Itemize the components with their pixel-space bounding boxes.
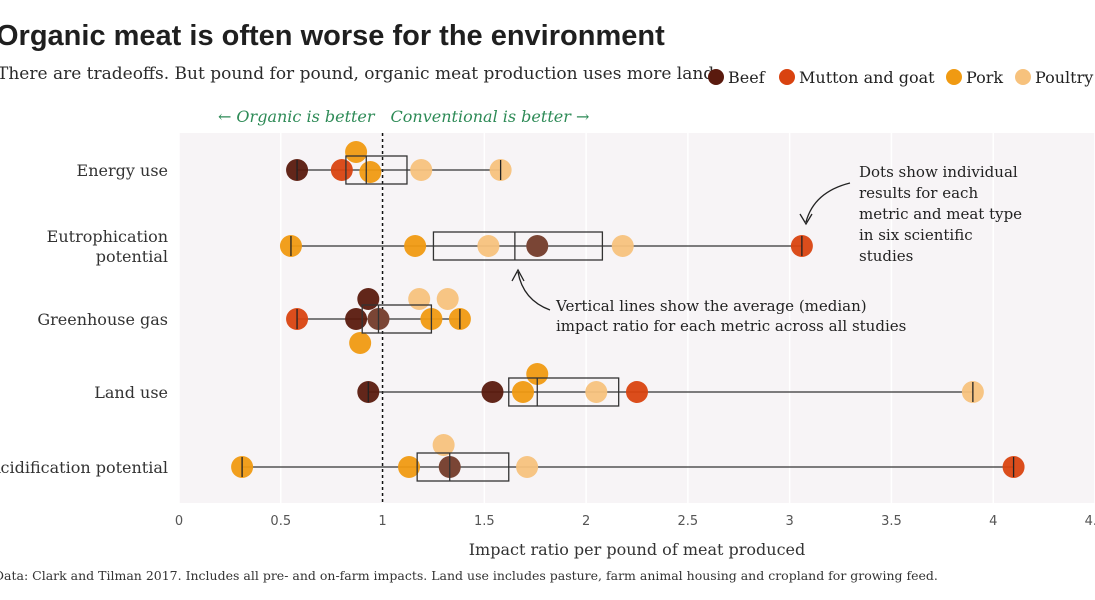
x-tick-label-1: 0.5 (270, 514, 291, 529)
legend: Beef Mutton and goat Pork Poultry (708, 68, 1093, 87)
point-poultry (408, 288, 430, 310)
annotation-dots-line: Dots show individual (859, 163, 1018, 181)
legend-marker-pork (946, 69, 962, 85)
point-poultry (585, 381, 607, 403)
point-beef (345, 308, 367, 330)
x-tick-label-4: 2 (582, 514, 590, 529)
x-tick-label-0: 0 (175, 514, 183, 529)
x-tick-label-6: 3 (786, 514, 794, 529)
point-pork (404, 235, 426, 257)
x-tick-label-5: 2.5 (678, 514, 699, 529)
point-mutton-and-goat (331, 159, 353, 181)
legend-marker-poultry (1015, 69, 1031, 85)
annotation-lines-line: Vertical lines show the average (median) (555, 297, 867, 315)
legend-label: Beef (728, 68, 766, 87)
point-pork (349, 332, 371, 354)
category-label: Acidification potential (0, 458, 168, 477)
category-label: potential (96, 247, 168, 266)
annotation-dots-line: metric and meat type (859, 205, 1022, 223)
direction-label-organic: ← Organic is better (218, 107, 376, 126)
point-beef (357, 288, 379, 310)
point-poultry (410, 159, 432, 181)
annotation-dots-line: results for each (859, 184, 978, 202)
legend-label: Pork (966, 68, 1003, 87)
x-tick-label-2: 1 (378, 514, 386, 529)
legend-marker-mutton-and-goat (779, 69, 795, 85)
point-poultry (477, 235, 499, 257)
point-mutton-and-goat (626, 381, 648, 403)
category-label: Greenhouse gas (37, 310, 168, 329)
legend-marker-beef (708, 69, 724, 85)
legend-label: Mutton and goat (799, 68, 935, 87)
category-label: Land use (94, 383, 168, 402)
category-label: Eutrophication (47, 227, 168, 246)
x-tick-label-7: 3.5 (881, 514, 902, 529)
annotation-dots-line: in six scientific (859, 226, 973, 244)
median-dot (526, 235, 548, 257)
category-label: Energy use (77, 161, 168, 180)
point-poultry (612, 235, 634, 257)
annotation-dots-line: studies (859, 247, 913, 265)
x-tick-label-3: 1.5 (474, 514, 495, 529)
x-axis-label: Impact ratio per pound of meat produced (469, 540, 806, 559)
direction-label-conventional: Conventional is better → (391, 107, 590, 126)
point-poultry (437, 288, 459, 310)
point-pork (345, 141, 367, 163)
point-poultry (516, 456, 538, 478)
point-pork (359, 161, 381, 183)
point-beef (481, 381, 503, 403)
point-pork (512, 381, 534, 403)
x-tick-label-8: 4 (989, 514, 997, 529)
direction-labels: ← Organic is better Conventional is bett… (218, 107, 589, 126)
annotation-lines-line: impact ratio for each metric across all … (556, 317, 906, 335)
impact-ratio-chart: ← Organic is better Conventional is bett… (0, 0, 1095, 600)
x-tick-label-9: 4.5 (1085, 514, 1095, 529)
legend-label: Poultry (1035, 68, 1093, 87)
x-axis: 0 0.5 1 1.5 2 2.5 3 3.5 4 4.5 (175, 514, 1095, 529)
